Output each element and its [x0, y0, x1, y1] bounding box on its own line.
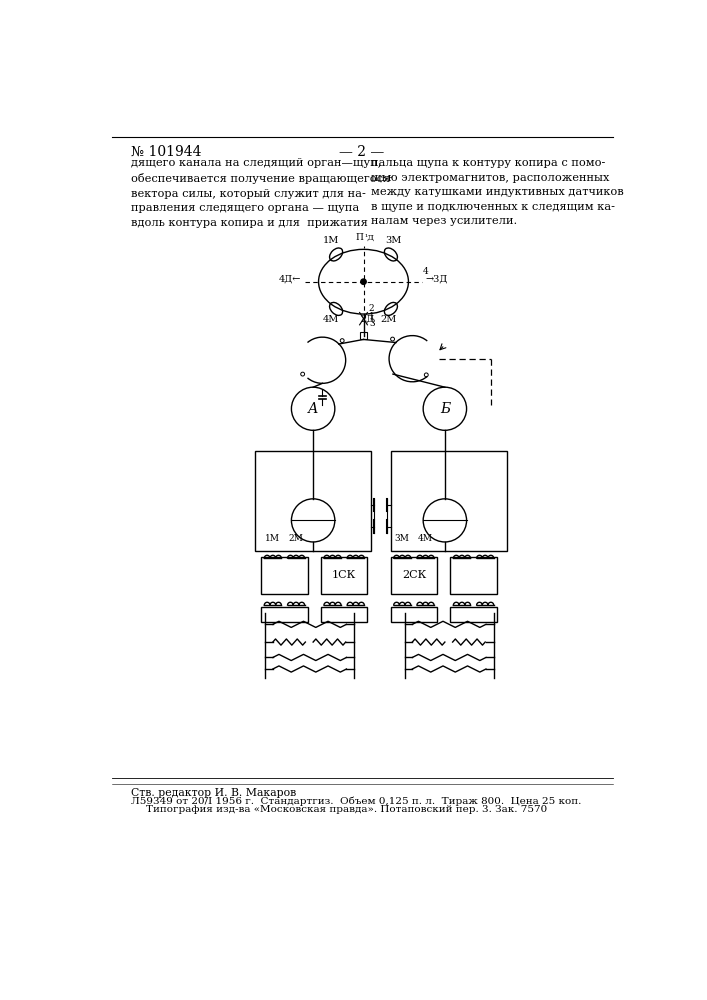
Text: Ств. редактор И. В. Макаров: Ств. редактор И. В. Макаров [131, 788, 296, 798]
Bar [361, 332, 367, 339]
Bar [391, 557, 437, 594]
Text: пальца щупа к контуру копира с помо-
щью электромагнитов, расположенных
между ка: пальца щупа к контуру копира с помо- щью… [371, 158, 624, 226]
Text: дящего канала на следящий орган—щуп,
обеспечивается получение вращающегося
векто: дящего канала на следящий орган—щуп, обе… [131, 158, 390, 228]
Text: 1: 1 [369, 312, 375, 321]
Text: Типография изд-ва «Московская правда». Потаповский пер. 3. Зак. 7570: Типография изд-ва «Московская правда». П… [146, 805, 548, 814]
Text: 4М: 4М [323, 315, 339, 324]
Text: ¹Д: ¹Д [365, 234, 375, 242]
Bar [321, 607, 368, 622]
Text: 2М: 2М [288, 534, 303, 543]
Text: →3Д: →3Д [426, 275, 448, 284]
Text: 4: 4 [423, 267, 428, 276]
Bar [261, 557, 308, 594]
Text: 1СК: 1СК [332, 570, 356, 580]
Text: 2СК: 2СК [402, 570, 426, 580]
Text: 4М: 4М [418, 534, 433, 543]
Bar [321, 557, 368, 594]
Bar [450, 607, 497, 622]
Text: 2: 2 [369, 304, 375, 313]
Bar [261, 607, 308, 622]
Bar [255, 451, 371, 551]
Bar [391, 451, 507, 551]
Text: — 2 —: — 2 — [339, 145, 385, 159]
Bar [391, 607, 437, 622]
Text: 3М: 3М [395, 534, 409, 543]
Text: 2Д: 2Д [361, 315, 375, 324]
Text: 1М: 1М [323, 236, 339, 245]
Text: А: А [308, 402, 318, 416]
Text: П: П [356, 233, 363, 242]
Circle shape [361, 279, 366, 284]
Text: Б: Б [440, 402, 450, 416]
Text: № 101944: № 101944 [131, 145, 201, 159]
Text: 4Д←: 4Д← [279, 275, 301, 284]
Text: 1М: 1М [265, 534, 280, 543]
Text: 3М: 3М [385, 236, 401, 245]
Text: 2М: 2М [380, 315, 397, 324]
Text: Л59349 от 20/I 1956 г.  Стандартгиз.  Объем 0,125 п. л.  Тираж 800.  Цена 25 коп: Л59349 от 20/I 1956 г. Стандартгиз. Объе… [131, 796, 581, 806]
Bar [450, 557, 497, 594]
Text: 3: 3 [369, 319, 375, 328]
